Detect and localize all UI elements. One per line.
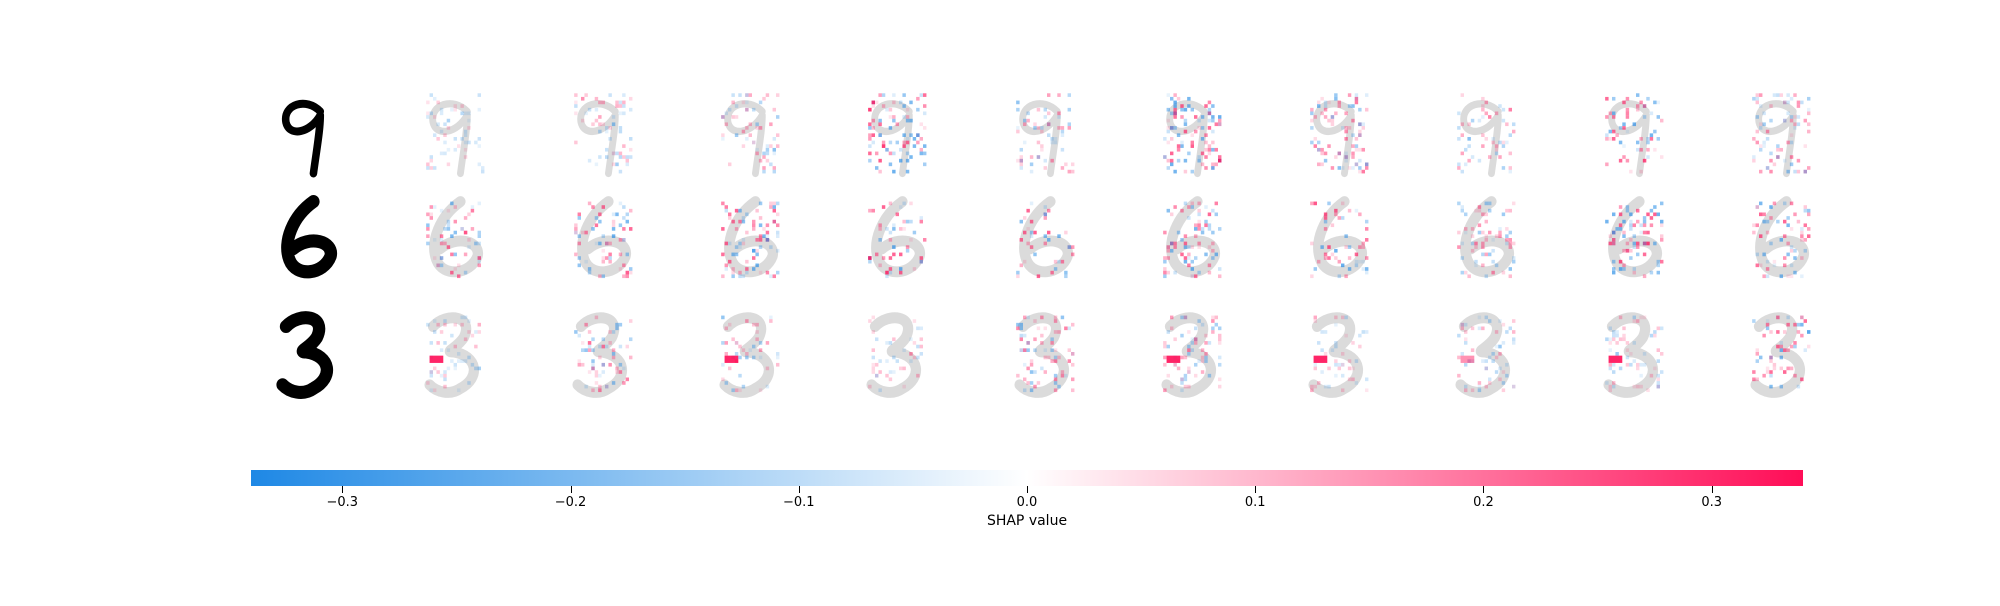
original-digit-image <box>262 187 358 289</box>
colorbar-tick-label: 0.3 <box>1701 495 1723 510</box>
colorbar-tick-label: 0.0 <box>1016 495 1038 510</box>
shap-explanation-map <box>409 301 505 403</box>
shap-explanation-map <box>1735 301 1831 403</box>
colorbar-tick <box>1255 486 1257 493</box>
colorbar <box>251 470 1803 486</box>
shap-explanation-map <box>1146 301 1242 403</box>
original-digit-image <box>262 86 358 188</box>
colorbar-label: SHAP value <box>986 513 1068 529</box>
colorbar-tick <box>1483 486 1485 493</box>
colorbar-tick-label: −0.2 <box>554 495 587 510</box>
colorbar-tick-label: 0.1 <box>1244 495 1266 510</box>
shap-explanation-map <box>1146 187 1242 289</box>
shap-explanation-map <box>409 86 505 188</box>
shap-explanation-map <box>999 187 1095 289</box>
colorbar-tick <box>1711 486 1713 493</box>
shap-explanation-map <box>557 86 653 188</box>
shap-explanation-map <box>704 86 800 188</box>
shap-explanation-map <box>1293 86 1389 188</box>
shap-explanation-map <box>999 301 1095 403</box>
shap-explanation-map <box>999 86 1095 188</box>
shap-explanation-map <box>1440 301 1536 403</box>
shap-explanation-map <box>851 86 947 188</box>
shap-explanation-map <box>557 301 653 403</box>
shap-explanation-map <box>1735 187 1831 289</box>
shap-explanation-map <box>704 301 800 403</box>
colorbar-tick <box>798 486 800 493</box>
colorbar-tick-label: 0.2 <box>1473 495 1494 510</box>
shap-explanation-map <box>1293 301 1389 403</box>
colorbar-tick <box>1027 486 1028 493</box>
shap-explanation-map <box>851 187 947 289</box>
colorbar-tick-label: −0.1 <box>782 495 815 510</box>
shap-explanation-map <box>1735 86 1831 188</box>
shap-explanation-map <box>409 187 505 289</box>
original-digit-image <box>262 301 358 403</box>
shap-explanation-map <box>1440 187 1536 289</box>
shap-explanation-map <box>704 187 800 289</box>
shap-explanation-map <box>557 187 653 289</box>
colorbar-tick <box>570 486 572 493</box>
shap-explanation-map <box>1588 187 1684 289</box>
shap-explanation-map <box>851 301 947 403</box>
shap-explanation-map <box>1588 301 1684 403</box>
colorbar-tick <box>342 486 344 493</box>
shap-explanation-map <box>1588 86 1684 188</box>
shap-explanation-map <box>1440 86 1536 188</box>
shap-explanation-map <box>1146 86 1242 188</box>
colorbar-tick-label: −0.3 <box>326 495 359 510</box>
shap-explanation-map <box>1293 187 1389 289</box>
